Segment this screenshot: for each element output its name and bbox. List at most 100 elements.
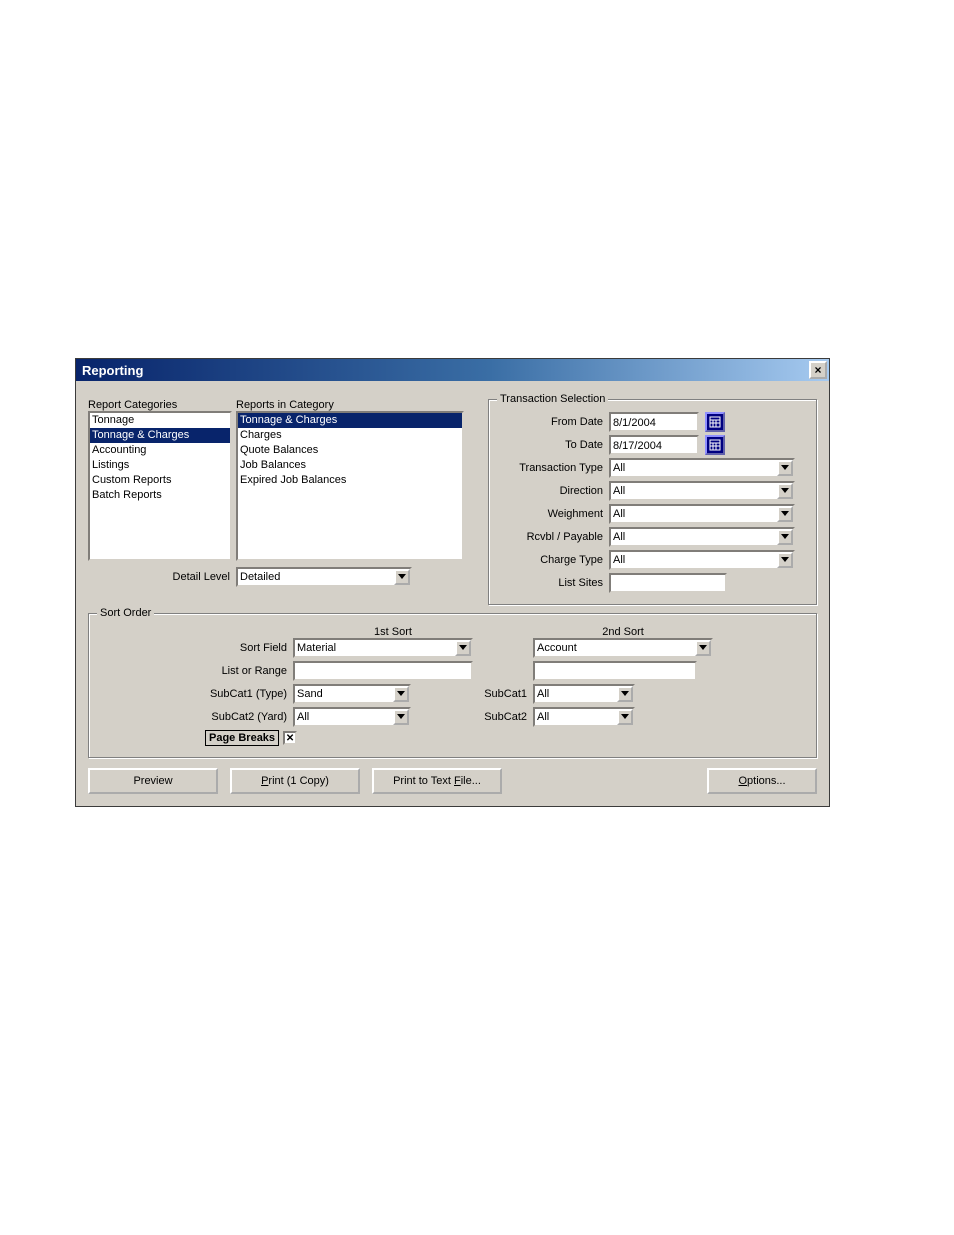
sort2-field-combo[interactable]: Account: [533, 638, 713, 658]
charge-type-value: All: [611, 552, 777, 568]
weighment-label: Weighment: [497, 508, 609, 520]
list-item[interactable]: Custom Reports: [90, 473, 230, 488]
left-column: Report Categories TonnageTonnage & Charg…: [88, 399, 488, 605]
transaction-type-combo[interactable]: All: [609, 458, 795, 478]
chevron-down-icon[interactable]: [393, 686, 409, 702]
to-date-calendar-button[interactable]: [705, 435, 725, 455]
charge-type-label: Charge Type: [497, 554, 609, 566]
close-icon: ×: [814, 363, 821, 377]
print-to-file-label: Print to Text File...: [393, 775, 481, 787]
list-item[interactable]: Tonnage: [90, 413, 230, 428]
transaction-selection-group: Transaction Selection From Date 8/1/2004…: [488, 399, 817, 605]
sort2-field-value: Account: [535, 640, 695, 656]
chevron-down-icon[interactable]: [394, 569, 410, 585]
weighment-combo[interactable]: All: [609, 504, 795, 524]
options-button-label: Options...: [738, 775, 785, 787]
page-breaks-checkbox[interactable]: ✕: [283, 731, 297, 745]
report-categories-list[interactable]: TonnageTonnage & ChargesAccountingListin…: [88, 411, 232, 561]
first-sort-header: 1st Sort: [293, 626, 493, 638]
report-categories-label: Report Categories: [88, 399, 236, 411]
chevron-down-icon[interactable]: [695, 640, 711, 656]
sort-field-label: Sort Field: [97, 642, 293, 654]
sort1-range-input[interactable]: [293, 661, 473, 681]
second-sort-header: 2nd Sort: [533, 626, 713, 638]
button-row: Preview Print (1 Copy) Print to Text Fil…: [88, 768, 817, 794]
chevron-down-icon[interactable]: [617, 686, 633, 702]
sort-order-group: Sort Order 1st Sort 2nd Sort Sort Field …: [88, 613, 817, 758]
list-item[interactable]: Tonnage & Charges: [90, 428, 230, 443]
list-or-range-label: List or Range: [97, 665, 293, 677]
page-breaks-label: Page Breaks: [205, 730, 279, 746]
chevron-down-icon[interactable]: [777, 552, 793, 568]
direction-value: All: [611, 483, 777, 499]
sort2-subcat1-value: All: [535, 686, 617, 702]
sort2-subcat2-value: All: [535, 709, 617, 725]
sort1-field-combo[interactable]: Material: [293, 638, 473, 658]
list-item[interactable]: Quote Balances: [238, 443, 462, 458]
weighment-value: All: [611, 506, 777, 522]
right-column: Transaction Selection From Date 8/1/2004…: [488, 399, 817, 605]
calendar-icon: [709, 416, 721, 428]
subcat1-type-label: SubCat1 (Type): [97, 688, 293, 700]
list-item[interactable]: Listings: [90, 458, 230, 473]
print-button[interactable]: Print (1 Copy): [230, 768, 360, 794]
to-date-label: To Date: [497, 439, 609, 451]
transaction-selection-title: Transaction Selection: [497, 393, 608, 405]
sort1-field-value: Material: [295, 640, 455, 656]
list-item[interactable]: Batch Reports: [90, 488, 230, 503]
transaction-type-value: All: [611, 460, 777, 476]
sort2-range-input[interactable]: [533, 661, 697, 681]
sort1-subcat2-value: All: [295, 709, 393, 725]
chevron-down-icon[interactable]: [777, 483, 793, 499]
list-sites-input[interactable]: [609, 573, 727, 593]
chevron-down-icon[interactable]: [617, 709, 633, 725]
close-button[interactable]: ×: [809, 361, 827, 379]
chevron-down-icon[interactable]: [777, 506, 793, 522]
chevron-down-icon[interactable]: [777, 460, 793, 476]
print-button-label: Print (1 Copy): [261, 775, 329, 787]
rcvbl-payable-value: All: [611, 529, 777, 545]
chevron-down-icon[interactable]: [455, 640, 471, 656]
sort1-subcat1-combo[interactable]: Sand: [293, 684, 411, 704]
subcat1-label: SubCat1: [411, 688, 533, 700]
sort1-subcat1-value: Sand: [295, 686, 393, 702]
sort2-subcat2-combo[interactable]: All: [533, 707, 635, 727]
list-sites-label: List Sites: [497, 577, 609, 589]
rcvbl-payable-label: Rcvbl / Payable: [497, 531, 609, 543]
subcat2-label: SubCat2: [411, 711, 533, 723]
from-date-calendar-button[interactable]: [705, 412, 725, 432]
calendar-icon: [709, 439, 721, 451]
dialog-body: Report Categories TonnageTonnage & Charg…: [76, 381, 829, 806]
transaction-type-label: Transaction Type: [497, 462, 609, 474]
subcat2-yard-label: SubCat2 (Yard): [97, 711, 293, 723]
sort1-subcat2-combo[interactable]: All: [293, 707, 411, 727]
to-date-input[interactable]: 8/17/2004: [609, 435, 699, 455]
preview-button[interactable]: Preview: [88, 768, 218, 794]
list-item[interactable]: Job Balances: [238, 458, 462, 473]
print-to-file-button[interactable]: Print to Text File...: [372, 768, 502, 794]
charge-type-combo[interactable]: All: [609, 550, 795, 570]
detail-level-combo[interactable]: Detailed: [236, 567, 412, 587]
chevron-down-icon[interactable]: [393, 709, 409, 725]
direction-label: Direction: [497, 485, 609, 497]
list-item[interactable]: Accounting: [90, 443, 230, 458]
reporting-dialog: Reporting × Report Categories TonnageTon…: [75, 358, 830, 807]
from-date-input[interactable]: 8/1/2004: [609, 412, 699, 432]
rcvbl-payable-combo[interactable]: All: [609, 527, 795, 547]
window-title: Reporting: [82, 363, 143, 378]
list-item[interactable]: Tonnage & Charges: [238, 413, 462, 428]
list-item[interactable]: Charges: [238, 428, 462, 443]
from-date-label: From Date: [497, 416, 609, 428]
direction-combo[interactable]: All: [609, 481, 795, 501]
detail-level-label: Detail Level: [88, 571, 236, 583]
reports-in-category-list[interactable]: Tonnage & ChargesChargesQuote BalancesJo…: [236, 411, 464, 561]
options-button[interactable]: Options...: [707, 768, 817, 794]
detail-level-value: Detailed: [238, 569, 394, 585]
titlebar: Reporting: [76, 359, 829, 381]
chevron-down-icon[interactable]: [777, 529, 793, 545]
sort-order-title: Sort Order: [97, 607, 154, 619]
preview-button-label: Preview: [133, 775, 172, 787]
sort2-subcat1-combo[interactable]: All: [533, 684, 635, 704]
reports-in-category-label: Reports in Category: [236, 399, 468, 411]
list-item[interactable]: Expired Job Balances: [238, 473, 462, 488]
